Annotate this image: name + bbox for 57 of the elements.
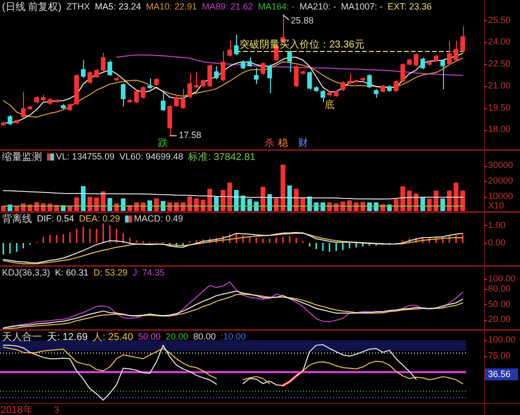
annotation: 稳 xyxy=(278,136,288,149)
text: MA89: 21.62 xyxy=(202,1,254,12)
legend-label: MA1007: - xyxy=(341,1,383,12)
chart-title: 缩量监测 xyxy=(2,150,42,163)
legend-label: VL: 134755.09 xyxy=(56,151,115,162)
series-label: 天: 12.69 xyxy=(47,332,88,343)
ref-line-label: 50.00 xyxy=(138,331,161,342)
text: DEA: 0.29 xyxy=(79,213,120,224)
y-axis-title: X10 xyxy=(488,200,504,210)
y-tick-label: 21.00 xyxy=(488,80,511,90)
y-tick-label: 80.00 xyxy=(488,284,511,294)
ref-line-label: 80.00 xyxy=(193,331,216,342)
y-tick-label: 1.00 xyxy=(488,220,506,230)
y-tick-label: 30000 xyxy=(488,160,514,170)
ref-line-label: 20.00 xyxy=(166,331,188,342)
legend-label: MACD: 0.49 xyxy=(134,213,184,224)
y-tick-label: 100.00 xyxy=(488,273,516,284)
annotation: 底 xyxy=(324,98,335,111)
annotation: 杀 xyxy=(264,136,275,149)
legend-label: MA210: - xyxy=(300,1,336,12)
y-tick-label: 25.50 xyxy=(488,14,511,25)
annotation: 25.88 xyxy=(290,15,314,26)
annotation: 跌 xyxy=(158,136,168,149)
text: MA10: 22.91 xyxy=(146,1,198,12)
chart-title: 背离线 xyxy=(2,212,32,225)
legend-label: MA164: - xyxy=(258,1,295,12)
y-tick-label: 20.00 xyxy=(488,314,511,324)
y-tick-label: 50.00 xyxy=(488,298,511,309)
x-tick-label: 3 xyxy=(54,404,60,414)
chart-title: KDJ(36,3,3) xyxy=(2,267,50,278)
text: DIF: 0.54 xyxy=(37,213,74,224)
text: D: 53.29 xyxy=(94,267,128,278)
chart-title: 天人合一 xyxy=(2,330,42,343)
y-tick-label: 20000 xyxy=(488,175,514,186)
text: 标准: 37842.81 xyxy=(187,150,256,163)
y-tick-label: 18.00 xyxy=(488,124,511,134)
text: K: 60.31 xyxy=(55,267,89,278)
ref-line-label: :10.00 xyxy=(220,331,246,342)
y-tick-label: 10000 xyxy=(488,190,514,201)
text: 36.56 xyxy=(488,368,511,379)
x-tick-label: 2018年 xyxy=(0,404,33,415)
annotation: 突破阴量买入价位：23.36元 xyxy=(239,38,364,50)
y-tick-label: 24.00 xyxy=(488,36,511,47)
chart-title: (日线 前复权) xyxy=(2,0,62,13)
y-tick-label: 100.00 xyxy=(488,334,516,345)
text: MA5: 23.24 xyxy=(94,1,141,12)
y-tick-label: 0.00 xyxy=(488,237,506,248)
y-tick-label: 19.50 xyxy=(488,102,511,112)
chart-subtitle: ZTHX xyxy=(66,1,90,12)
text: EXT: 23.36 xyxy=(388,1,432,12)
annotation: 财 xyxy=(298,136,308,149)
y-tick-label: 22.50 xyxy=(488,58,511,69)
series-label: 人: 25.40 xyxy=(92,332,134,343)
annotation: 17.58 xyxy=(178,130,202,140)
text: J: 74.35 xyxy=(132,267,165,278)
y-tick-label: 75.00 xyxy=(488,350,511,361)
text: VL60: 94699.48 xyxy=(120,151,184,162)
